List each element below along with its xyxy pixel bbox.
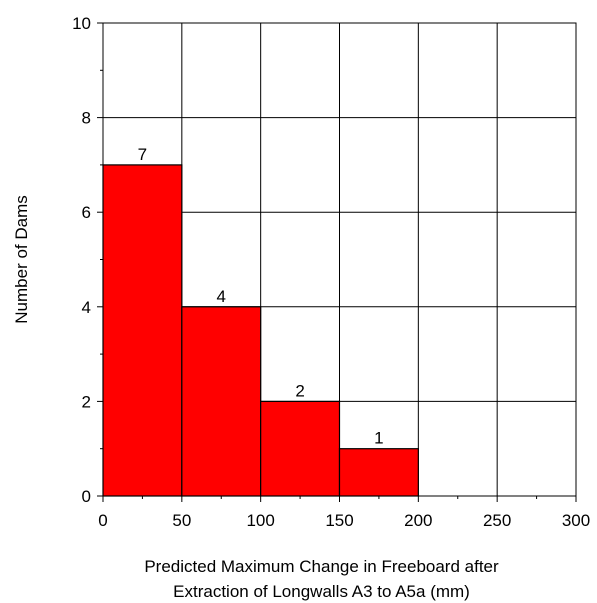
- y-tick-label: 10: [72, 14, 91, 33]
- y-axis-label: Number of Dams: [12, 195, 31, 323]
- x-axis-label-line1: Predicted Maximum Change in Freeboard af…: [144, 557, 499, 576]
- x-tick-label: 0: [98, 511, 107, 530]
- y-tick-label: 2: [82, 392, 91, 411]
- x-tick-label: 250: [483, 511, 511, 530]
- x-tick-label: 100: [246, 511, 274, 530]
- x-tick-label: 200: [404, 511, 432, 530]
- bars: [102, 164, 419, 497]
- y-tick-label: 6: [82, 203, 91, 222]
- y-tick-label: 4: [82, 298, 91, 317]
- x-axis-label-line2: Extraction of Longwalls A3 to A5a (mm): [173, 582, 470, 601]
- x-tick-label: 50: [172, 511, 191, 530]
- bar-value-label: 4: [217, 287, 226, 306]
- bar-labels: 7 4 2 1: [138, 145, 384, 448]
- bar-value-label: 2: [295, 381, 304, 400]
- bar: [181, 306, 262, 497]
- x-tick-label: 150: [325, 511, 353, 530]
- bar: [102, 164, 183, 497]
- x-tick-label: 300: [562, 511, 590, 530]
- bar-value-label: 7: [138, 145, 147, 164]
- y-tick-label: 8: [82, 109, 91, 128]
- bar: [338, 448, 419, 497]
- bar-value-label: 1: [374, 429, 383, 448]
- bar: [260, 400, 341, 497]
- y-tick-label: 0: [82, 487, 91, 506]
